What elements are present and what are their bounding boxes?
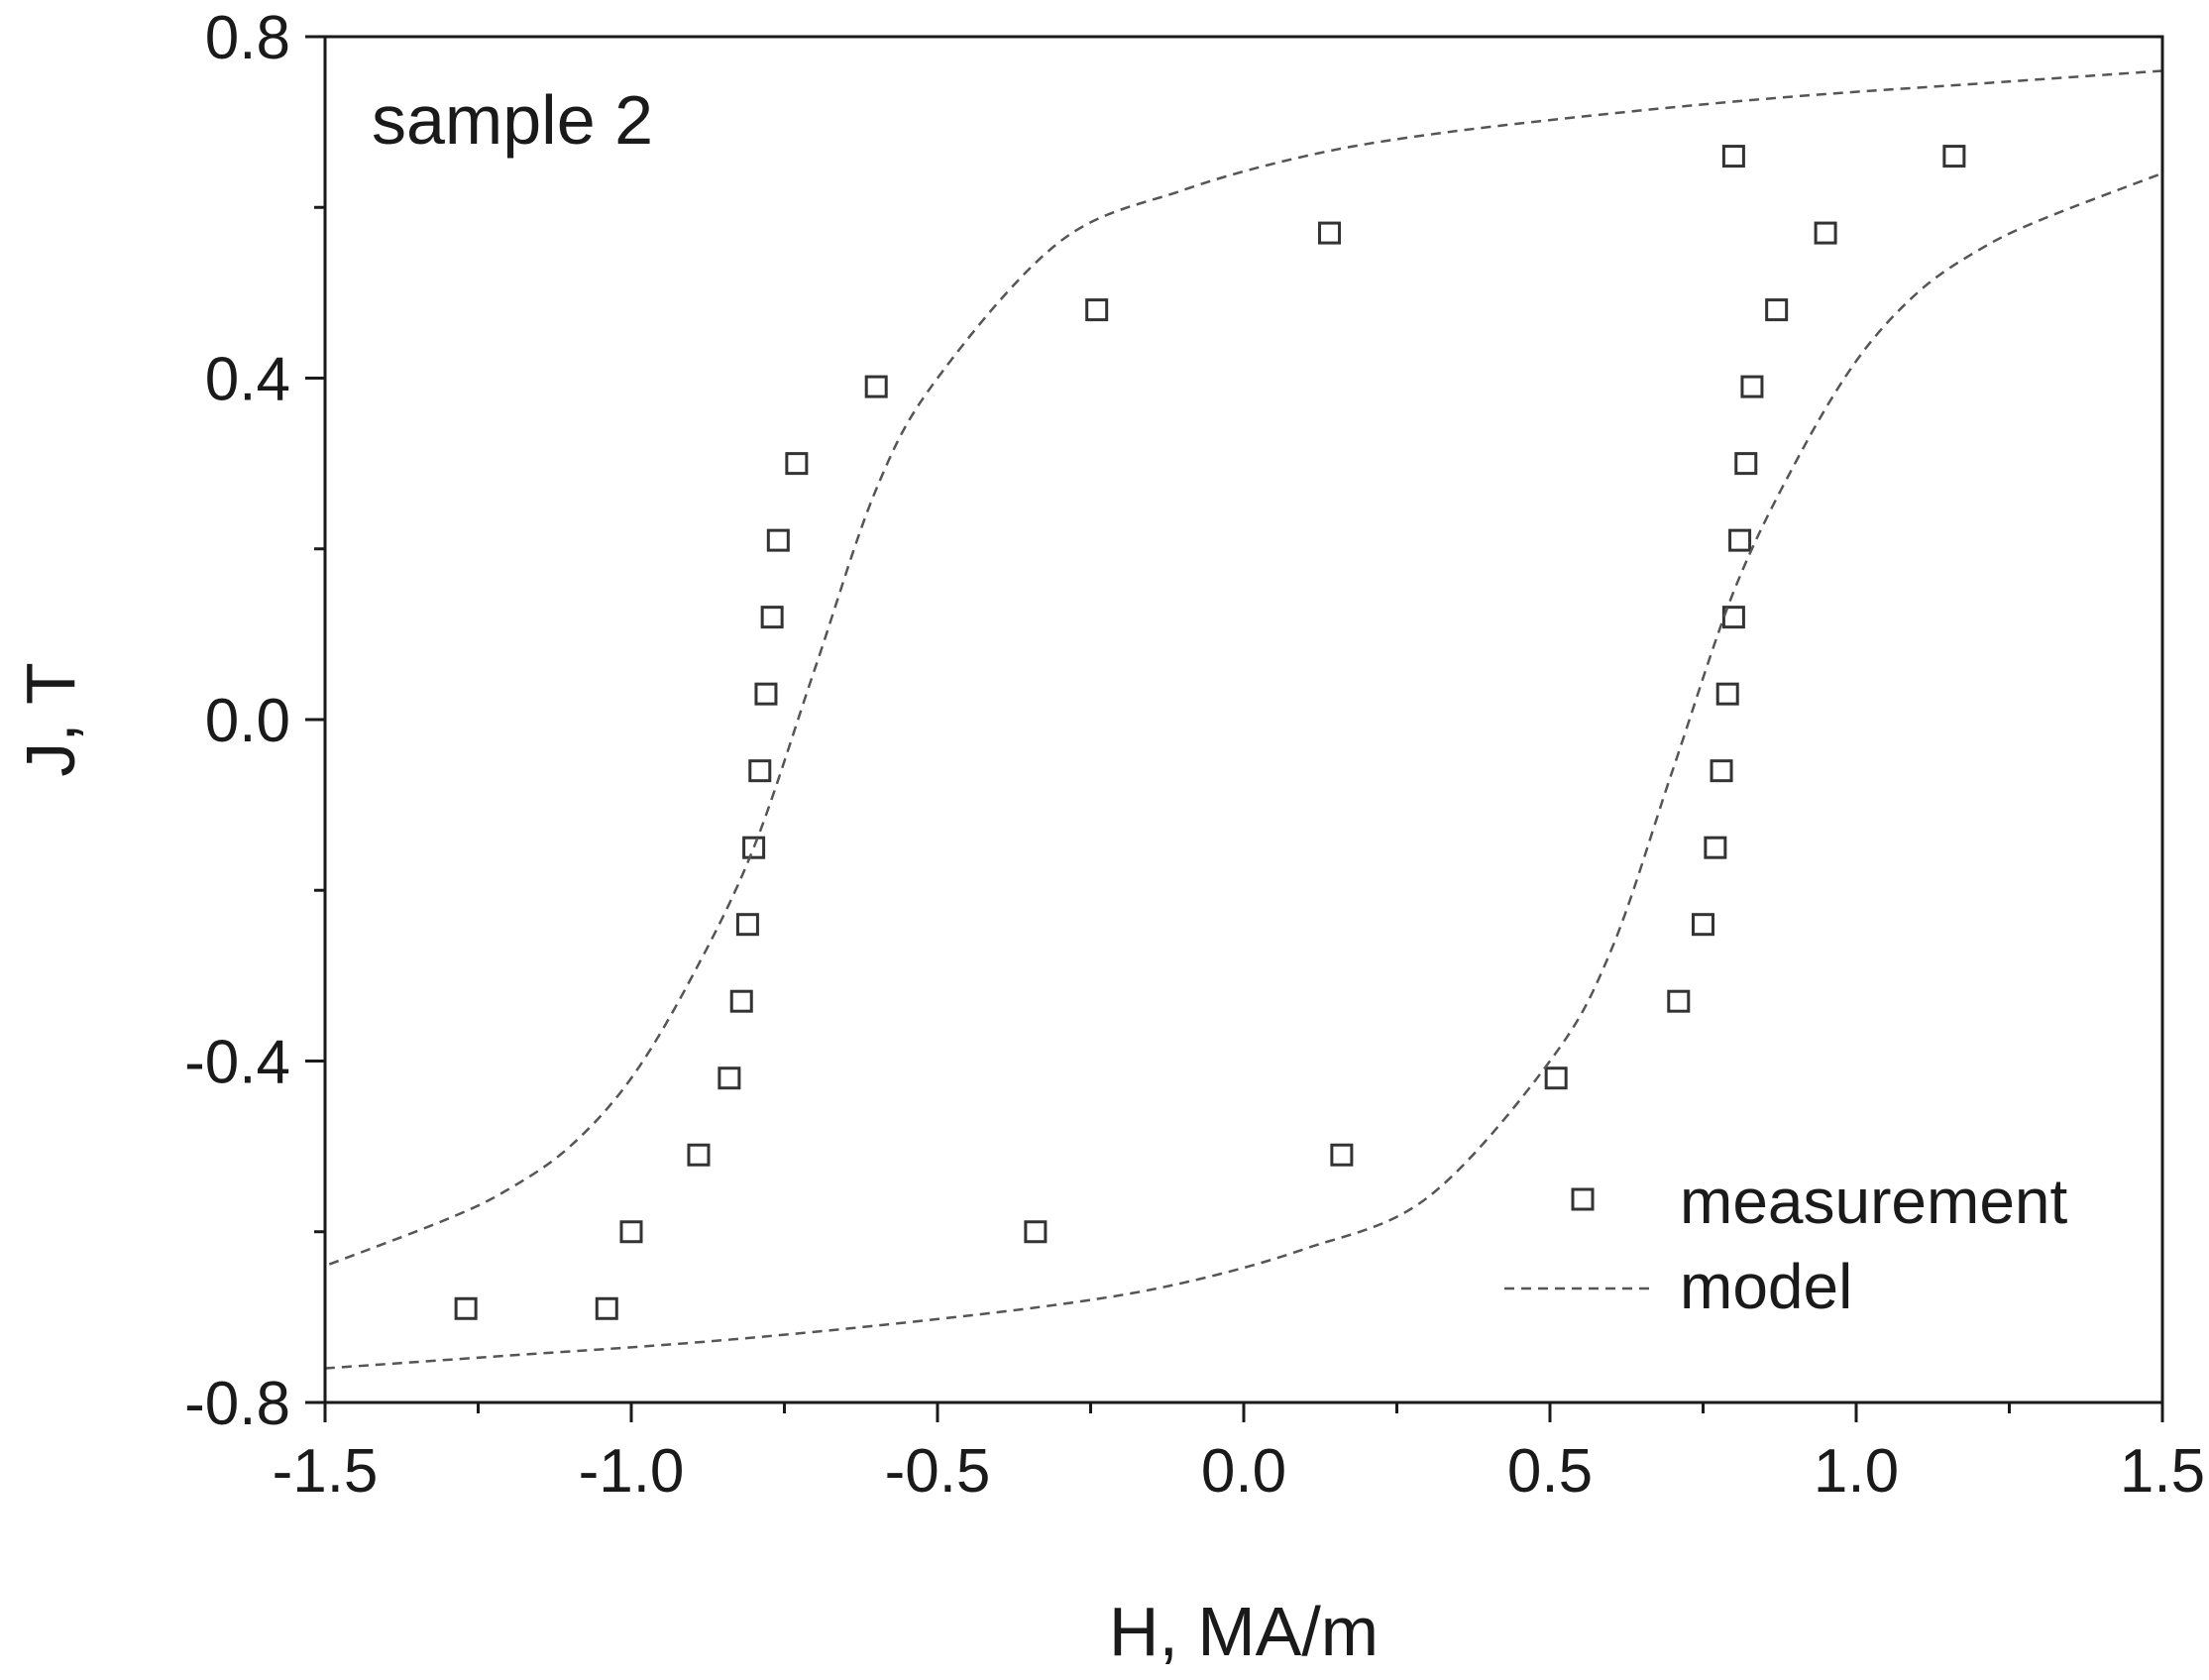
measurement-point [1085, 298, 1109, 322]
legend-label-measurement: measurement [1680, 1166, 2068, 1237]
measurement-point [1814, 221, 1837, 245]
measurement-point [766, 528, 790, 552]
model-curve [324, 171, 2163, 1370]
x-tick-label: 1.0 [1814, 1437, 1899, 1506]
measurement-point [729, 989, 753, 1013]
measurement-point [619, 1220, 643, 1244]
chart-annotation: sample 2 [372, 81, 653, 159]
measurement-point [760, 606, 784, 629]
measurement-point [748, 759, 772, 783]
measurement-point [1721, 606, 1745, 629]
ticks-layer: -1.5 -1.0 -0.5 0.0 0.5 1.0 1.5 0.8 0.4 0.0 -0.4 -0.… [184, 4, 2205, 1506]
measurement-point [1544, 1066, 1568, 1090]
measurement-point [1740, 375, 1764, 398]
plot-layer [324, 69, 2163, 1370]
measurement-point [595, 1296, 618, 1320]
measurement-point [1942, 145, 1966, 168]
measurement-point [1728, 528, 1752, 552]
x-axis-title: H, MA/m [1109, 1593, 1379, 1670]
measurement-point [1692, 913, 1714, 937]
measurement-point [1710, 759, 1733, 783]
legend-label-model: model [1680, 1251, 1852, 1322]
legend: measurement model [1504, 1166, 2068, 1322]
measurement-point [718, 1066, 741, 1090]
y-tick-label: 0.8 [205, 4, 290, 72]
x-tick-label: 0.5 [1507, 1437, 1593, 1506]
measurement-point [754, 682, 778, 706]
measurement-point [735, 913, 759, 937]
y-tick-label: 0.0 [205, 687, 290, 755]
y-tick-label: -0.4 [184, 1029, 290, 1097]
legend-marker-measurement [1571, 1187, 1595, 1211]
measurement-point [1734, 452, 1758, 476]
measurement-point [1667, 989, 1691, 1013]
measurement-point [1721, 145, 1745, 168]
measurement-point [1715, 682, 1739, 706]
measurement-point [785, 452, 809, 476]
y-axis-title: J, T [12, 662, 89, 776]
x-tick-label: 1.5 [2120, 1437, 2205, 1506]
measurement-point [742, 836, 766, 859]
model-curve [324, 69, 2163, 1268]
measurement-point [864, 375, 888, 398]
measurement-point [1024, 1220, 1048, 1244]
measurement-point [1704, 836, 1727, 859]
y-tick-label: 0.4 [205, 346, 290, 414]
x-tick-label: -1.0 [579, 1437, 685, 1506]
measurement-point [1765, 298, 1789, 322]
x-tick-label: -1.5 [273, 1437, 379, 1506]
y-tick-label: -0.8 [184, 1370, 290, 1438]
measurement-point [1318, 221, 1342, 245]
measurement-point [1330, 1143, 1354, 1167]
x-tick-label: -0.5 [885, 1437, 991, 1506]
measurement-point [454, 1296, 478, 1320]
x-tick-label: 0.0 [1201, 1437, 1286, 1506]
measurement-point [687, 1143, 711, 1167]
